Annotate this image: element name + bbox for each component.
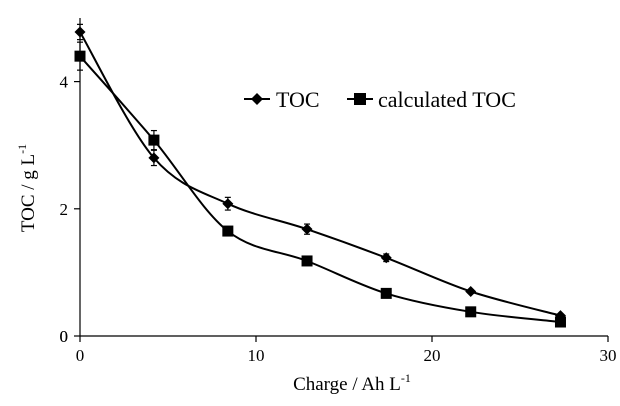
data-point-calculated-toc [301, 255, 313, 267]
y-tick-label: 0 [60, 327, 69, 346]
y-axis-title: TOC / g L-1 [15, 144, 39, 232]
x-axis-title: Charge / Ah L-1 [293, 371, 411, 395]
data-point-toc [148, 152, 160, 164]
legend-label-toc: TOC [276, 87, 320, 112]
data-point-calculated-toc [222, 225, 234, 237]
x-tick-label: 0 [76, 346, 85, 365]
legend-label-calculated-toc: calculated TOC [378, 87, 516, 112]
data-point-calculated-toc [74, 50, 86, 62]
y-tick-label: 0 [60, 327, 69, 346]
legend-marker-square-icon [354, 93, 366, 105]
axes [79, 18, 608, 337]
x-axis-title-text: Charge / Ah L [293, 374, 401, 395]
legend: TOC calculated TOC [244, 87, 516, 112]
data-point-toc [301, 223, 313, 235]
y-tick-label: 2 [60, 200, 69, 219]
y-axis-title-text: TOC / g L [18, 154, 39, 232]
x-tick-label: 10 [248, 346, 265, 365]
x-tick-label: 20 [424, 346, 441, 365]
legend-marker-diamond-icon [251, 93, 263, 105]
series-line-toc [79, 31, 561, 317]
data-point-toc [74, 26, 86, 38]
x-tick-label: 30 [600, 346, 617, 365]
legend-item-calculated-toc: calculated TOC [347, 87, 516, 112]
y-axis-title-superscript: -1 [15, 144, 29, 154]
data-markers [74, 26, 566, 328]
series-curves [79, 31, 561, 323]
data-point-toc [222, 198, 234, 210]
data-point-calculated-toc [554, 316, 566, 328]
data-point-calculated-toc [380, 287, 392, 299]
x-axis-title-superscript: -1 [401, 371, 411, 385]
data-point-calculated-toc [148, 134, 160, 146]
data-point-toc [465, 285, 477, 297]
legend-item-toc: TOC [244, 87, 320, 112]
error-bars [77, 23, 564, 325]
data-point-calculated-toc [465, 306, 477, 318]
data-point-toc [380, 252, 392, 264]
y-tick-label: 4 [60, 73, 69, 92]
